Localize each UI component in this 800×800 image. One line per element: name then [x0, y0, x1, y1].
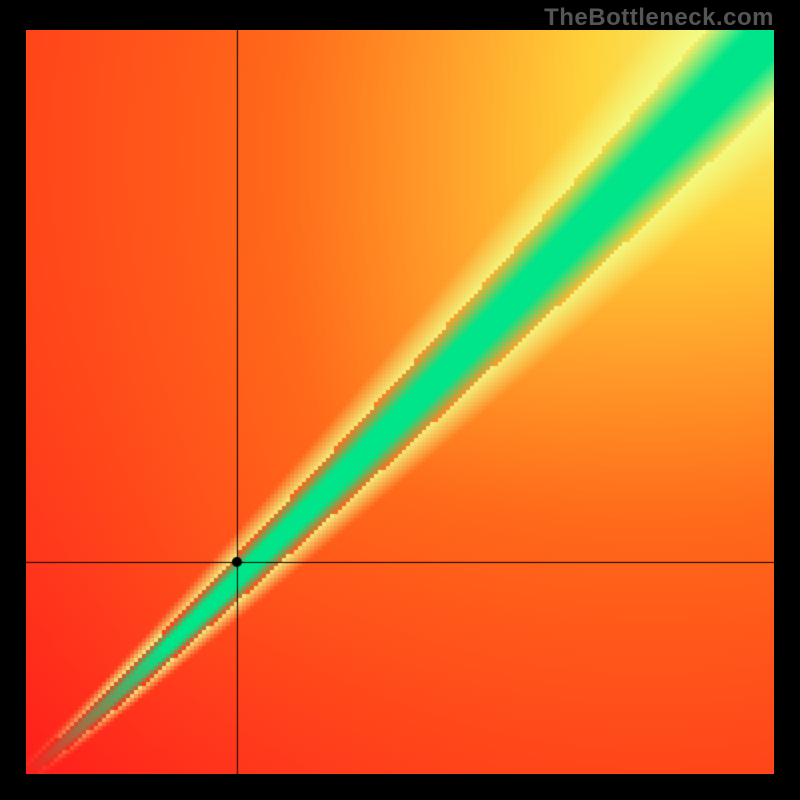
heatmap-plot [26, 30, 774, 774]
chart-frame: TheBottleneck.com [0, 0, 800, 800]
watermark-text: TheBottleneck.com [544, 4, 774, 32]
heatmap-canvas [26, 30, 774, 774]
